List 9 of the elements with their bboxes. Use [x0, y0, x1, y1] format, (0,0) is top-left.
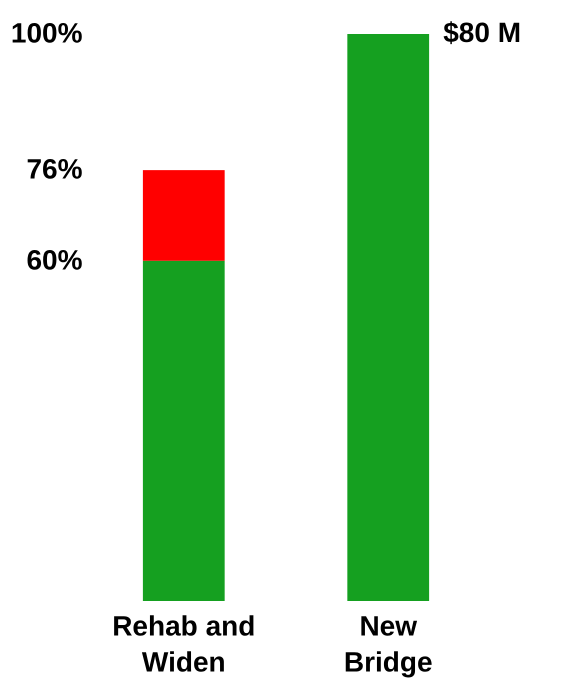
bar — [142, 260, 225, 601]
bar — [347, 34, 430, 601]
y-tick-label: 60% — [26, 244, 83, 276]
annotation: $80 M — [443, 17, 522, 48]
y-tick-label: 76% — [26, 154, 83, 185]
bar — [142, 170, 225, 261]
x-tick-label: Rehab and Widen — [112, 610, 256, 678]
y-tick-label: 100% — [10, 18, 83, 48]
x-tick-label: New Bridge — [344, 610, 433, 678]
